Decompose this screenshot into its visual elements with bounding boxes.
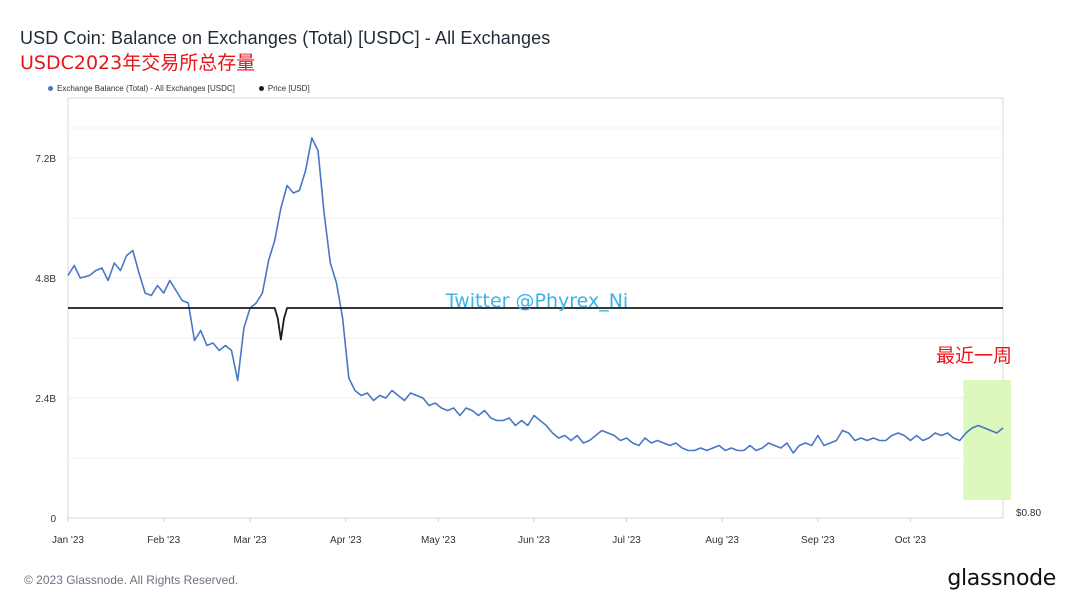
x-tick-label: Jun '23 bbox=[518, 535, 550, 546]
legend-dot-price bbox=[258, 86, 264, 91]
copyright-text: © 2023 Glassnode. All Rights Reserved. bbox=[24, 573, 239, 587]
x-tick-label: Aug '23 bbox=[705, 535, 739, 546]
legend-item-exchange-balance[interactable]: Exchange Balance (Total) - All Exchanges… bbox=[48, 84, 235, 93]
chart-title: USD Coin: Balance on Exchanges (Total) [… bbox=[20, 28, 551, 48]
x-tick-label: Feb '23 bbox=[147, 535, 180, 546]
x-tick-label: Jan '23 bbox=[52, 535, 84, 546]
y-right-tick-label: $0.80 bbox=[1016, 508, 1041, 519]
recent-week-label: 最近一周 bbox=[936, 345, 1012, 367]
y-tick-label: 0 bbox=[50, 514, 56, 525]
x-tick-label: Sep '23 bbox=[801, 535, 835, 546]
price-line bbox=[68, 307, 1003, 341]
x-tick-label: Jul '23 bbox=[612, 535, 641, 546]
recent-week-highlight bbox=[963, 380, 1011, 500]
x-tick-label: Apr '23 bbox=[330, 535, 362, 546]
legend-item-price[interactable]: Price [USD] bbox=[258, 84, 310, 93]
chart-legend: Exchange Balance (Total) - All Exchanges… bbox=[48, 84, 310, 93]
glassnode-logo: glassnode bbox=[947, 566, 1056, 591]
legend-label-price: Price [USD] bbox=[267, 84, 310, 93]
chart-subtitle: USDC2023年交易所总存量 bbox=[20, 52, 256, 74]
x-tick-label: May '23 bbox=[421, 535, 456, 546]
y-tick-label: 7.2B bbox=[35, 154, 56, 165]
legend-label-exchange-balance: Exchange Balance (Total) - All Exchanges… bbox=[57, 84, 235, 93]
watermark-text: Twitter @Phyrex_Ni bbox=[445, 290, 628, 312]
exchange-balance-line bbox=[67, 137, 1004, 454]
x-tick-label: Mar '23 bbox=[234, 535, 267, 546]
y-tick-label: 4.8B bbox=[35, 274, 56, 285]
x-tick-label: Oct '23 bbox=[895, 535, 927, 546]
legend-dot-exchange-balance bbox=[48, 86, 53, 91]
y-tick-label: 2.4B bbox=[35, 394, 56, 405]
